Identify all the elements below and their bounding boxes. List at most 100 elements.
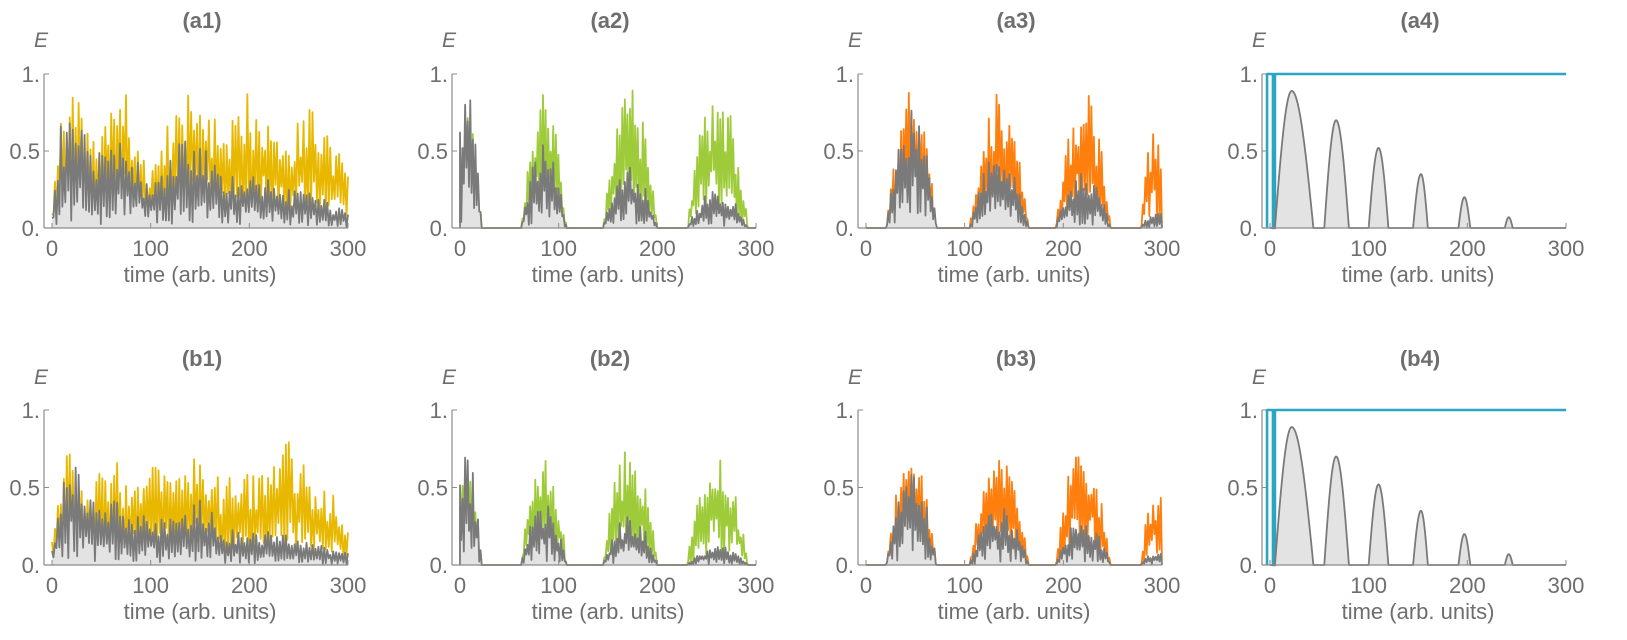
x-tick-label: 100 bbox=[132, 573, 169, 598]
series-fill-gray bbox=[1270, 427, 1566, 565]
y-axis-label: E bbox=[34, 366, 49, 389]
x-tick-label: 100 bbox=[540, 236, 577, 261]
x-tick-label: 200 bbox=[639, 236, 676, 261]
x-tick-label: 300 bbox=[738, 236, 775, 261]
y-axis-label: E bbox=[1252, 29, 1267, 52]
y-tick-label: 1. bbox=[1240, 398, 1258, 423]
y-tick-label: 0.5 bbox=[1227, 476, 1258, 501]
y-tick-label: 0.5 bbox=[9, 139, 40, 164]
y-tick-label: 1. bbox=[430, 398, 448, 423]
series-line-gray bbox=[866, 109, 1163, 229]
x-tick-label: 0 bbox=[46, 573, 58, 598]
series-line-colored bbox=[866, 456, 1163, 566]
y-tick-label: 0.5 bbox=[417, 476, 448, 501]
series-line-gray bbox=[1270, 426, 1566, 566]
x-tick-label: 0 bbox=[1264, 573, 1276, 598]
y-tick-label: 0. bbox=[430, 553, 448, 578]
y-tick-label: 0. bbox=[1240, 553, 1258, 578]
y-axis-label: E bbox=[442, 366, 457, 389]
y-tick-label: 1. bbox=[836, 398, 854, 423]
y-axis-label: E bbox=[1252, 366, 1267, 389]
x-axis-label: time (arb. units) bbox=[532, 599, 685, 624]
panel-b2: (b2) E 0 100 200 300 0. 0.5 1. time (arb. units) bbox=[417, 346, 774, 624]
y-axis-label: E bbox=[442, 29, 457, 52]
x-tick-label: 200 bbox=[1449, 236, 1486, 261]
x-tick-label: 300 bbox=[1548, 573, 1585, 598]
x-tick-label: 0 bbox=[46, 236, 58, 261]
panel-b4: (b4) E 0 100 200 300 0. 0.5 1. time (arb. units) bbox=[1227, 346, 1584, 624]
x-axis-label: time (arb. units) bbox=[1342, 599, 1495, 624]
y-tick-label: 0. bbox=[430, 216, 448, 241]
x-axis-label: time (arb. units) bbox=[124, 262, 277, 287]
panel-title: (a3) bbox=[996, 8, 1035, 33]
y-tick-label: 0. bbox=[836, 553, 854, 578]
panel-a4: (a4) E 0 100 200 300 0. 0.5 1. time (arb. units) bbox=[1227, 8, 1584, 287]
x-tick-label: 300 bbox=[1548, 236, 1585, 261]
y-tick-label: 0.5 bbox=[823, 139, 854, 164]
series-line-gray bbox=[459, 99, 756, 229]
x-axis-label: time (arb. units) bbox=[124, 599, 277, 624]
x-tick-label: 200 bbox=[1449, 573, 1486, 598]
panel-title: (b4) bbox=[1400, 346, 1440, 371]
series-line-colored bbox=[459, 89, 756, 229]
y-tick-label: 0. bbox=[22, 553, 40, 578]
series-line-gray bbox=[51, 122, 349, 228]
y-tick-label: 0. bbox=[1240, 216, 1258, 241]
y-tick-label: 0.5 bbox=[1227, 139, 1258, 164]
y-tick-label: 0.5 bbox=[823, 476, 854, 501]
panel-title: (a4) bbox=[1400, 8, 1439, 33]
y-tick-label: 0.5 bbox=[9, 476, 40, 501]
series-line-gray bbox=[459, 456, 756, 566]
series-line-colored bbox=[459, 451, 756, 566]
panel-b3: (b3) E 0 100 200 300 0. 0.5 1. time (arb. units) bbox=[823, 346, 1180, 624]
panel-title: (b1) bbox=[182, 346, 222, 371]
y-tick-label: 1. bbox=[836, 62, 854, 87]
x-tick-label: 0 bbox=[454, 236, 466, 261]
x-axis-label: time (arb. units) bbox=[938, 599, 1091, 624]
x-tick-label: 100 bbox=[540, 573, 577, 598]
x-tick-label: 300 bbox=[330, 236, 367, 261]
x-tick-label: 100 bbox=[1350, 573, 1387, 598]
x-tick-label: 200 bbox=[639, 573, 676, 598]
x-axis-label: time (arb. units) bbox=[1342, 262, 1495, 287]
x-tick-label: 100 bbox=[132, 236, 169, 261]
y-tick-label: 1. bbox=[22, 398, 40, 423]
series-fill-gray bbox=[1270, 90, 1566, 228]
x-tick-label: 0 bbox=[860, 573, 872, 598]
panel-a3: (a3) E 0 100 200 300 0. 0.5 1. time (arb. units) bbox=[823, 8, 1180, 287]
y-tick-label: 0. bbox=[836, 216, 854, 241]
y-tick-label: 1. bbox=[22, 62, 40, 87]
y-axis-label: E bbox=[848, 366, 863, 389]
series-line-gray bbox=[1270, 90, 1566, 229]
panel-title: (b3) bbox=[996, 346, 1036, 371]
y-tick-label: 1. bbox=[1240, 62, 1258, 87]
panel-title: (a2) bbox=[590, 8, 629, 33]
x-tick-label: 200 bbox=[231, 573, 268, 598]
series-line-gray bbox=[866, 473, 1163, 566]
x-tick-label: 0 bbox=[860, 236, 872, 261]
x-tick-label: 0 bbox=[1264, 236, 1276, 261]
y-axis-label: E bbox=[848, 29, 863, 52]
panel-title: (b2) bbox=[590, 346, 630, 371]
x-tick-label: 300 bbox=[1144, 573, 1181, 598]
series-line-gray bbox=[51, 466, 349, 565]
x-tick-label: 100 bbox=[946, 236, 983, 261]
x-tick-label: 0 bbox=[454, 573, 466, 598]
x-tick-label: 200 bbox=[1045, 573, 1082, 598]
x-tick-label: 300 bbox=[738, 573, 775, 598]
y-tick-label: 0.5 bbox=[417, 139, 448, 164]
panel-b1: (b1) E 0 100 200 300 0. 0.5 1. time (arb. units) bbox=[9, 346, 366, 624]
x-axis-label: time (arb. units) bbox=[532, 262, 685, 287]
x-tick-label: 300 bbox=[330, 573, 367, 598]
x-tick-label: 100 bbox=[946, 573, 983, 598]
x-tick-label: 100 bbox=[1350, 236, 1387, 261]
x-axis-label: time (arb. units) bbox=[938, 262, 1091, 287]
y-tick-label: 0. bbox=[22, 216, 40, 241]
panel-a1: (a1) E 0 100 200 300 0. 0.5 1. time (arb. units) bbox=[9, 8, 366, 287]
x-tick-label: 200 bbox=[231, 236, 268, 261]
x-tick-label: 300 bbox=[1144, 236, 1181, 261]
panel-a2: (a2) E 0 100 200 300 0. 0.5 1. time (arb. units) bbox=[417, 8, 774, 287]
y-axis-label: E bbox=[34, 29, 49, 52]
panel-title: (a1) bbox=[182, 8, 221, 33]
